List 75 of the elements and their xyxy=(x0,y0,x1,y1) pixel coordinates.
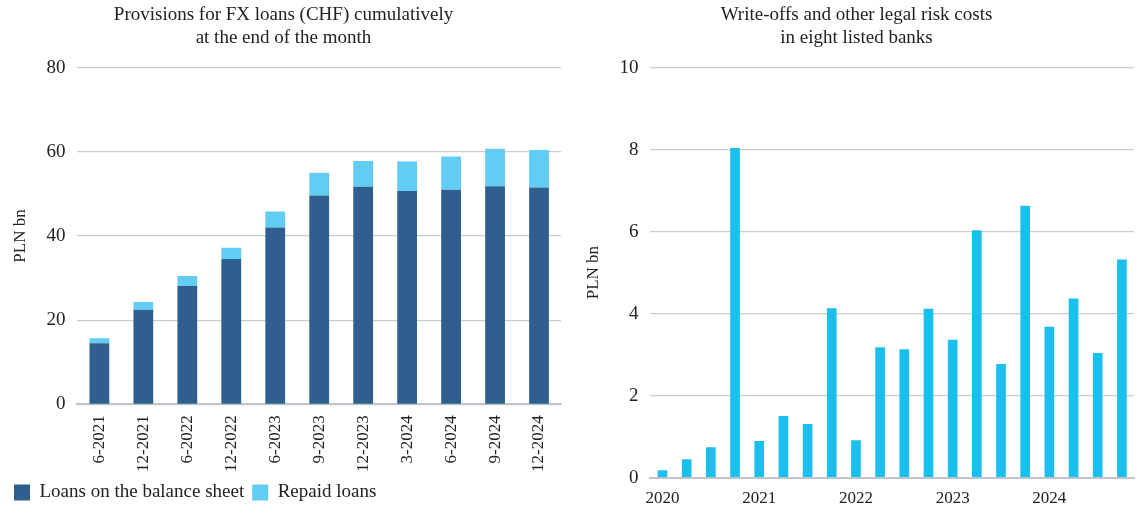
y-axis-title: PLN bn xyxy=(9,208,29,263)
bar xyxy=(947,339,958,477)
legend-label: Repaid loans xyxy=(277,480,377,502)
bar xyxy=(265,211,286,228)
bar xyxy=(89,343,110,404)
y-tick-label: 0 xyxy=(55,392,66,414)
x-tick-label: 6-2021 xyxy=(88,415,108,464)
bar xyxy=(309,172,330,196)
bar xyxy=(353,161,374,187)
chart-title: Provisions for FX loans (CHF) cumulatively at the end of the month xyxy=(113,3,454,48)
x-tick-label: 2020 xyxy=(645,488,680,508)
chart-title: Write-offs and other legal risk costs in eight listed banks xyxy=(720,3,993,48)
bar xyxy=(1068,298,1079,477)
bar xyxy=(754,441,765,477)
y-tick-label: 40 xyxy=(46,223,66,245)
x-tick-label: 12-2022 xyxy=(220,415,240,473)
y-tick-label: 80 xyxy=(46,55,66,77)
x-tick-label: 12-2024 xyxy=(528,414,548,473)
bar xyxy=(923,308,934,477)
bar xyxy=(133,302,154,310)
bar xyxy=(1044,326,1055,477)
y-tick-label: 6 xyxy=(628,219,639,241)
y-tick-label: 0 xyxy=(628,465,639,487)
x-tick-label: 2022 xyxy=(838,488,873,508)
bar xyxy=(485,148,505,187)
bar xyxy=(177,275,198,287)
y-tick-label: 10 xyxy=(619,55,639,77)
y-tick-label: 2 xyxy=(628,383,639,405)
bar xyxy=(177,286,198,404)
y-tick-label: 4 xyxy=(628,301,639,323)
bar xyxy=(1092,352,1103,477)
bar xyxy=(706,447,716,477)
bar xyxy=(265,227,286,404)
bar xyxy=(441,156,461,190)
y-axis-title: PLN bn xyxy=(582,245,602,300)
bar xyxy=(730,147,740,477)
bar xyxy=(826,308,837,477)
bar xyxy=(309,195,330,404)
bar xyxy=(441,189,461,404)
x-tick-label: 6-2022 xyxy=(176,415,196,464)
bar xyxy=(221,247,242,260)
bar xyxy=(996,364,1006,477)
bar xyxy=(778,416,789,477)
x-tick-label: 2023 xyxy=(935,488,970,508)
y-tick-label: 8 xyxy=(628,137,639,159)
bar xyxy=(485,186,505,404)
bar xyxy=(529,150,549,188)
bar xyxy=(397,161,418,191)
bar xyxy=(875,347,885,477)
bar xyxy=(529,187,549,404)
x-tick-label: 2024 xyxy=(1032,488,1067,508)
x-tick-label: 6-2023 xyxy=(264,415,284,464)
bar xyxy=(1020,205,1031,477)
bar xyxy=(657,470,668,477)
bar xyxy=(1117,259,1127,477)
x-tick-label: 3-2024 xyxy=(396,414,416,464)
bar xyxy=(971,230,982,477)
x-tick-label: 12-2023 xyxy=(352,415,372,473)
bar xyxy=(221,259,242,404)
bar xyxy=(851,440,861,477)
bar xyxy=(802,423,813,477)
legend-label: Loans on the balance sheet xyxy=(39,480,245,502)
bar xyxy=(353,186,374,404)
x-tick-label: 6-2024 xyxy=(440,414,460,464)
x-tick-label: 9-2024 xyxy=(484,414,504,464)
x-tick-label: 9-2023 xyxy=(308,415,328,464)
x-tick-label: 12-2021 xyxy=(132,415,152,473)
bar xyxy=(89,338,110,344)
y-tick-label: 20 xyxy=(46,308,66,330)
x-tick-label: 2021 xyxy=(742,488,777,508)
bar xyxy=(133,309,154,404)
y-tick-label: 60 xyxy=(46,139,66,161)
bar xyxy=(899,349,910,477)
bar xyxy=(397,190,418,404)
bar xyxy=(681,459,692,477)
